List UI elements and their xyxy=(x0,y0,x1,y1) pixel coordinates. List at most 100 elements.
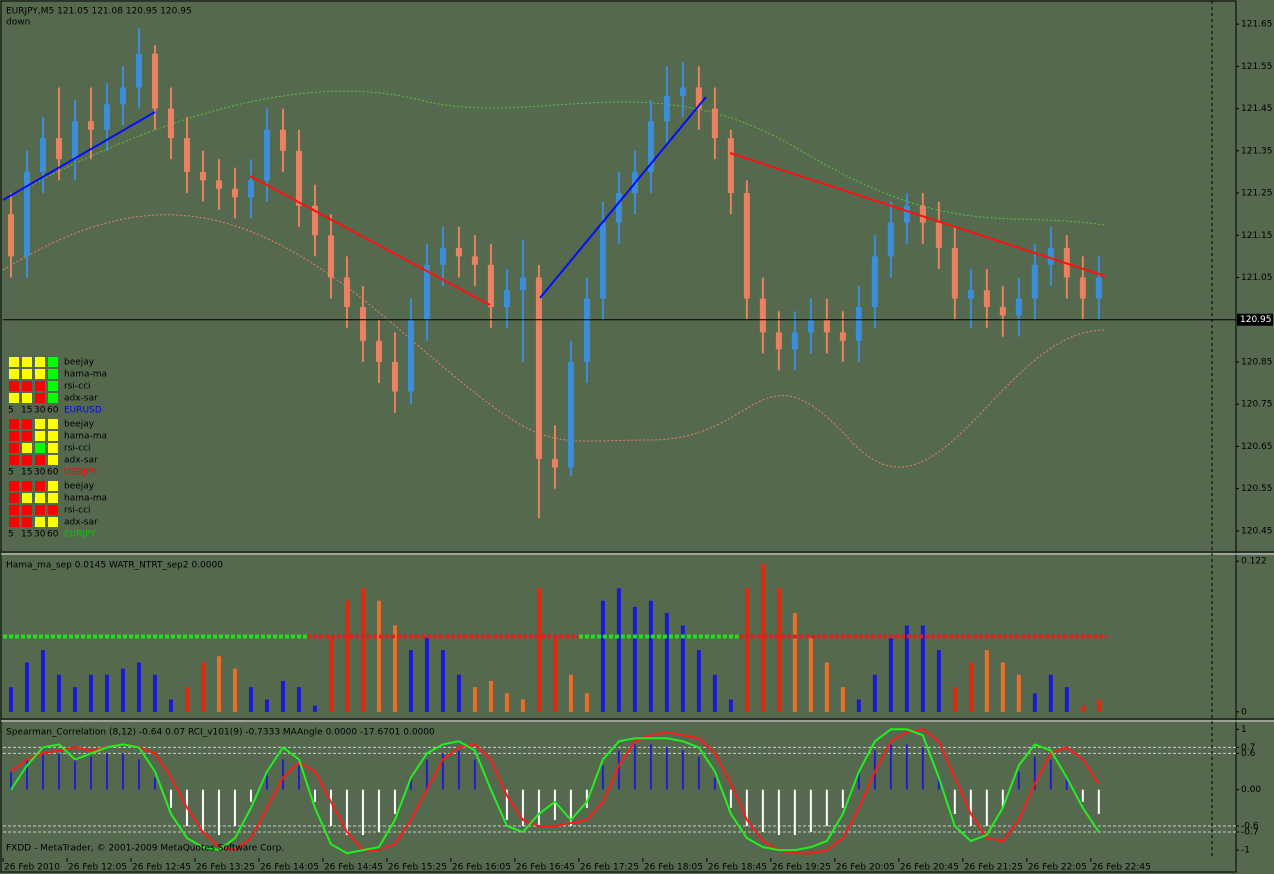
signal-cell xyxy=(35,481,45,491)
x-tick-label: 26 Feb 12:05 xyxy=(68,863,127,873)
histogram-bar xyxy=(728,699,733,712)
y-tick-label: 121.15 xyxy=(1241,231,1273,241)
bar-body xyxy=(919,205,926,223)
histogram-bar xyxy=(393,789,396,814)
bar-body xyxy=(343,277,350,308)
histogram-bar xyxy=(376,600,381,712)
histogram-bar xyxy=(1017,771,1020,790)
histogram-bar xyxy=(152,674,157,712)
histogram-bar xyxy=(937,777,940,790)
histogram-bar xyxy=(232,668,237,712)
histogram-bar xyxy=(616,588,621,712)
histogram-bar xyxy=(760,563,765,712)
histogram-bar xyxy=(681,750,684,790)
histogram-bar xyxy=(712,674,717,712)
histogram-bar xyxy=(1033,756,1036,790)
histogram-bar xyxy=(1065,777,1068,790)
y-tick-label: 121.65 xyxy=(1241,20,1273,30)
histogram-bar xyxy=(328,637,333,712)
bar-body xyxy=(887,222,894,257)
bar-body xyxy=(647,121,654,172)
histogram-bar xyxy=(377,789,380,833)
bar-body xyxy=(391,361,398,392)
signal-cell xyxy=(9,393,19,403)
histogram-bar xyxy=(153,777,156,790)
bar-body xyxy=(823,319,830,333)
x-tick-label: 26 Feb 19:25 xyxy=(772,863,831,873)
histogram-bar xyxy=(8,687,13,712)
signal-cell xyxy=(22,419,32,429)
histogram-bar xyxy=(952,687,957,712)
histogram-bar xyxy=(825,789,828,826)
histogram-bar xyxy=(440,650,445,712)
y-tick-label: 120.65 xyxy=(1241,442,1273,452)
bar-body xyxy=(23,171,30,257)
x-tick-label: 26 Feb 18:45 xyxy=(708,863,767,873)
signal-cell xyxy=(35,381,45,391)
histogram-bar xyxy=(1001,789,1004,808)
histogram-bar xyxy=(904,625,909,712)
signal-row-label: beejay xyxy=(64,482,95,492)
bar-body xyxy=(487,264,494,308)
histogram-bar xyxy=(841,789,844,808)
histogram-bar xyxy=(537,789,540,826)
signal-cell xyxy=(9,369,19,379)
histogram-bar xyxy=(536,588,541,712)
bar-body xyxy=(551,459,558,468)
signal-cell xyxy=(22,393,32,403)
bar-body xyxy=(1079,277,1086,299)
signal-cell xyxy=(35,517,45,527)
histogram-bar xyxy=(265,771,268,790)
y-tick-label: 121.55 xyxy=(1241,62,1273,72)
histogram-bar xyxy=(105,753,108,790)
histogram-bar xyxy=(216,656,221,712)
chart-subtitle: down xyxy=(6,18,30,28)
histogram-bar xyxy=(296,687,301,712)
bar-body xyxy=(599,222,606,299)
histogram-bar xyxy=(697,756,700,790)
signal-row-label: adx-sar xyxy=(64,394,98,404)
histogram-bar xyxy=(857,771,860,790)
signal-cell xyxy=(22,481,32,491)
signal-cell xyxy=(22,505,32,515)
signal-cell xyxy=(9,493,19,503)
signal-cell xyxy=(9,431,19,441)
x-tick-label: 26 Feb 14:45 xyxy=(324,863,383,873)
trend-line xyxy=(249,175,491,306)
bar-body xyxy=(247,180,254,198)
histogram-bar xyxy=(776,588,781,712)
histogram-bar xyxy=(649,744,652,790)
histogram-bar xyxy=(552,637,557,712)
bar-body xyxy=(263,129,270,181)
histogram-bar xyxy=(121,753,124,790)
bar-body xyxy=(215,180,222,189)
timeframe-label: 15 xyxy=(21,406,32,416)
bar-body xyxy=(583,298,590,362)
bar-body xyxy=(455,247,462,257)
bar-body xyxy=(167,108,174,139)
signal-cell xyxy=(48,369,58,379)
histogram-bar xyxy=(840,687,845,712)
histogram-bar xyxy=(664,613,669,712)
histogram-bar xyxy=(584,693,589,712)
y-tick-label: 0.6 xyxy=(1241,749,1256,759)
histogram-bar xyxy=(600,600,605,712)
histogram-bar xyxy=(248,687,253,712)
x-tick-label: 26 Feb 2010 xyxy=(4,863,60,873)
histogram-bar xyxy=(504,693,509,712)
bar-body xyxy=(663,95,670,122)
histogram-bar xyxy=(425,759,428,790)
overlay: EURJPY,M5 121.05 121.08 120.95 120.95 do… xyxy=(2,7,1106,854)
signal-cell xyxy=(35,443,45,453)
bar-body xyxy=(55,138,62,160)
bar-body xyxy=(967,290,974,299)
y-tick-label: 120.75 xyxy=(1241,400,1273,410)
histogram-bar xyxy=(744,588,749,712)
signal-cell xyxy=(22,455,32,465)
y-tick-label: 120.85 xyxy=(1241,357,1273,367)
histogram-bar xyxy=(809,789,812,833)
signal-row-label: adx-sar xyxy=(64,518,98,528)
signal-row-label: rsi-cci xyxy=(64,506,91,516)
signal-row-label: hama-ma xyxy=(64,432,107,442)
